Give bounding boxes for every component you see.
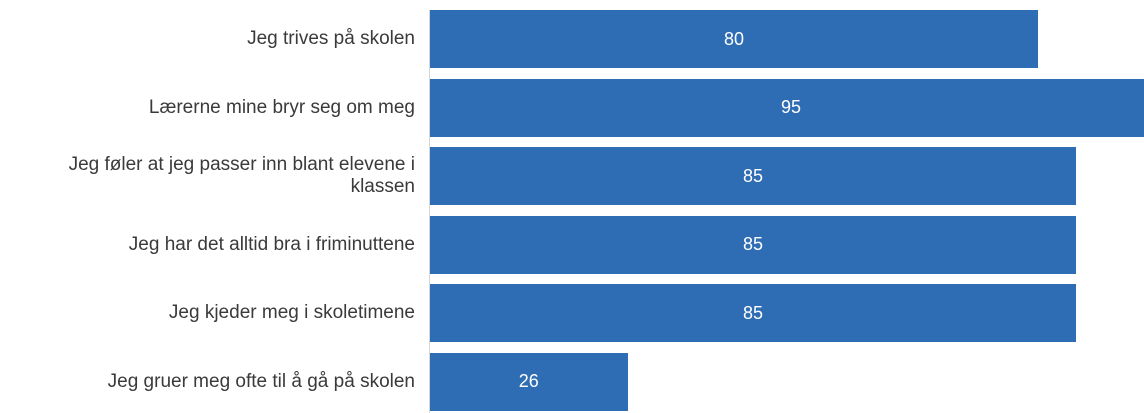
bar (430, 215, 1076, 274)
bar (430, 284, 1076, 342)
bar (430, 352, 628, 411)
category-label: Jeg kjeder meg i skoletimene (168, 302, 415, 323)
category-label: Jeg gruer meg ofte til å gå på skolen (107, 370, 415, 392)
data-label: 95 (781, 97, 802, 117)
category-label: Jeg har det alltid bra i friminuttene (128, 233, 415, 255)
data-label: 80 (724, 28, 745, 49)
category-label: Lærerne mine bryr seg om meg (148, 96, 415, 118)
bar (430, 10, 1038, 68)
category-axis-line (429, 10, 430, 413)
category-label: Jeg føler at jeg passer inn blant eleven… (68, 154, 415, 197)
bar (430, 147, 1076, 205)
bar (430, 78, 1144, 137)
data-label: 85 (743, 302, 764, 323)
category-label: Jeg trives på skolen (247, 28, 415, 49)
data-label: 26 (518, 371, 539, 391)
data-label: 85 (743, 165, 764, 186)
data-label: 85 (743, 234, 764, 254)
